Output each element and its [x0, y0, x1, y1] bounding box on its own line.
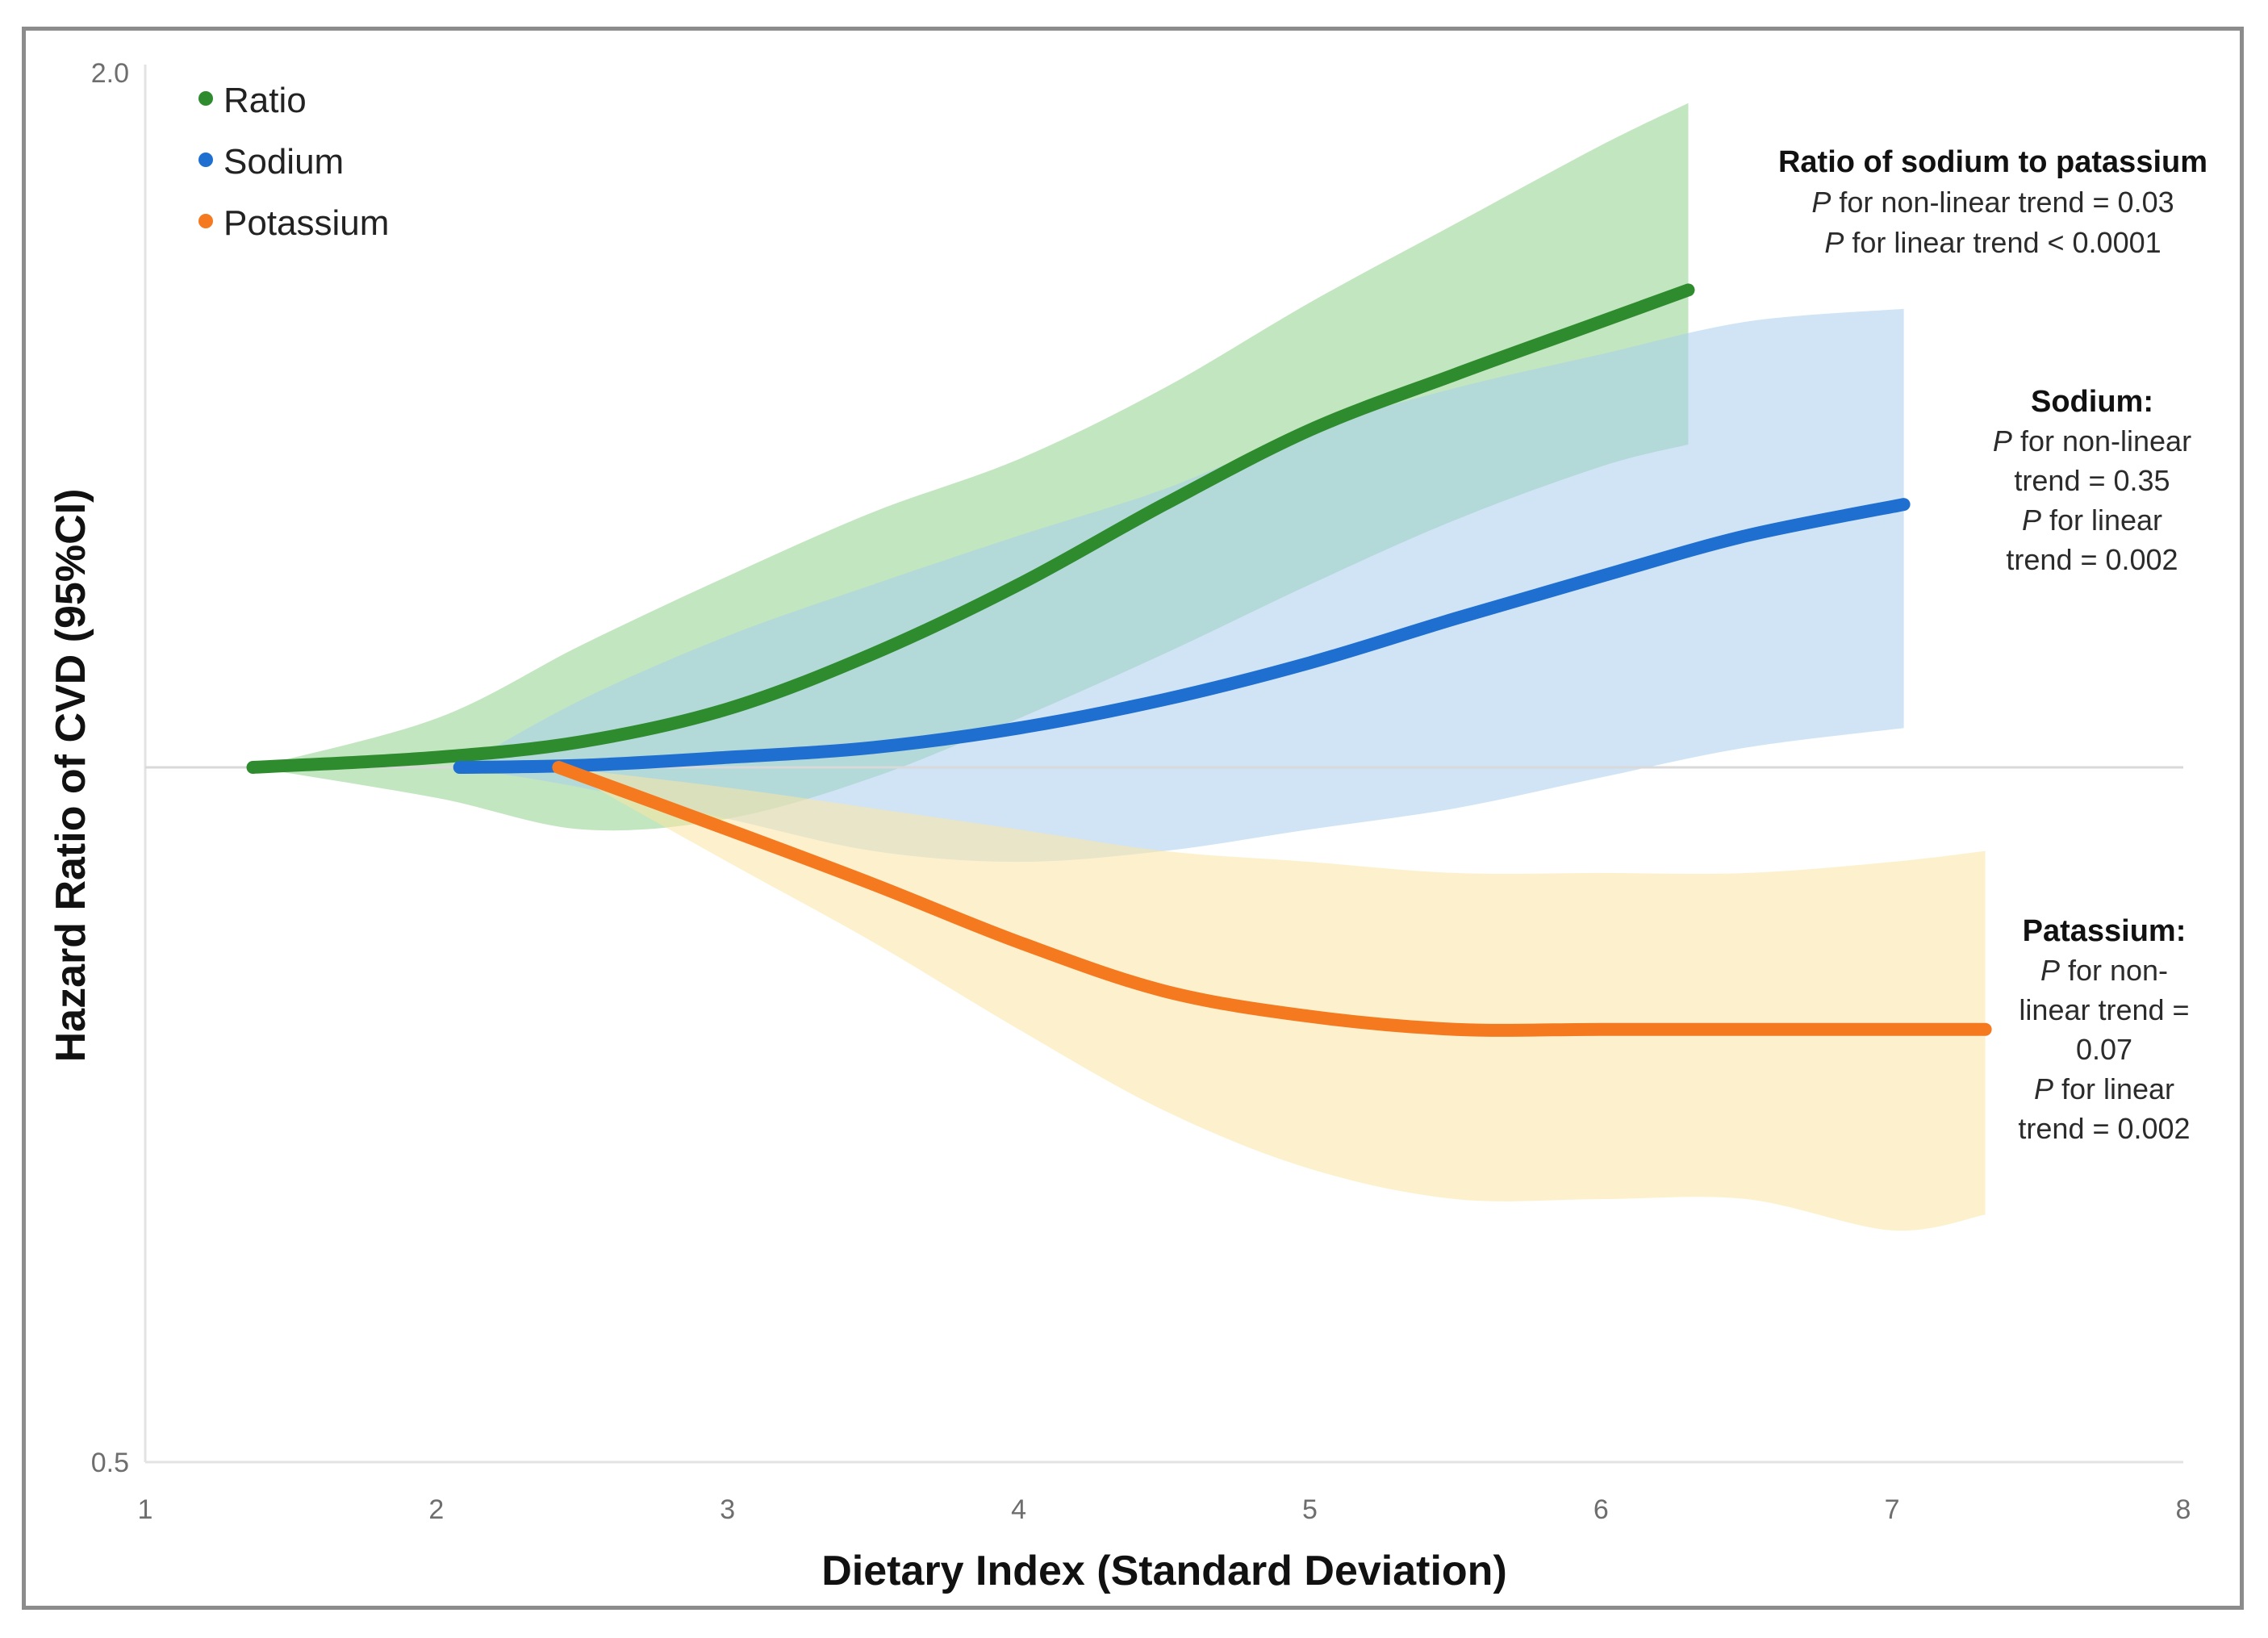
ci-band-sodium: [459, 308, 1904, 863]
annotation-ratio-line: Ratio of sodium to patassium: [1778, 145, 2207, 179]
p-symbol: P: [2022, 504, 2041, 537]
annotation-potassium-line: 0.07: [2076, 1033, 2132, 1066]
legend-label-sodium: Sodium: [223, 142, 344, 182]
x-tick-label: 1: [138, 1494, 153, 1525]
annotation-text: for non-: [2060, 954, 2168, 987]
p-symbol: P: [2034, 1072, 2053, 1105]
annotation-potassium-line: P for non-: [2040, 954, 2168, 987]
x-tick-label: 5: [1302, 1494, 1318, 1525]
annotation-sodium-line: Sodium:: [2031, 385, 2153, 419]
x-axis-title: Dietary Index (Standard Deviation): [821, 1548, 1507, 1594]
annotation-ratio-line: P for linear trend < 0.0001: [1824, 226, 2161, 259]
ci-band-ratio: [253, 102, 1689, 831]
annotation-ratio-line: P for non-linear trend = 0.03: [1811, 186, 2174, 219]
annotation-sodium-line: trend = 0.35: [2014, 464, 2170, 497]
legend-marker-potassium: [198, 214, 213, 228]
p-symbol: P: [1824, 226, 1844, 259]
y-axis-title: Hazard Ratio of CVD (95%CI): [48, 489, 94, 1063]
series-line-sodium: [453, 498, 1911, 774]
legend-marker-sodium: [198, 153, 213, 167]
y-tick-label: 2.0: [91, 58, 129, 89]
annotation-potassium-line: P for linear: [2034, 1072, 2174, 1105]
annotation-text: for non-linear: [2012, 424, 2191, 458]
annotation-sodium-line: P for linear: [2022, 504, 2162, 537]
legend-label-potassium: Potassium: [223, 203, 389, 243]
legend-label-ratio: Ratio: [223, 81, 307, 120]
annotation-text: for linear trend < 0.0001: [1844, 226, 2161, 259]
x-tick-label: 2: [428, 1494, 444, 1525]
legend: Ratio Sodium Potassium: [198, 81, 389, 243]
y-tick-label: 0.5: [91, 1448, 129, 1478]
annotation-sodium-line: trend = 0.002: [2006, 543, 2178, 576]
annotation-text: for linear: [2053, 1072, 2174, 1105]
p-symbol: P: [1993, 424, 2012, 458]
x-tick-label: 7: [1885, 1494, 1900, 1525]
ci-bands: [253, 102, 1986, 1231]
series-lines: [246, 283, 1992, 1037]
annotation-potassium-line: linear trend =: [2019, 993, 2189, 1026]
axis-labels: 1 2 3 4 5 6 7 8 0.5 2.0 Dietary Index (Standard De…: [48, 58, 2191, 1594]
annotation-text: for linear: [2041, 504, 2162, 537]
annotation-potassium-line: Patassium:: [2023, 914, 2187, 948]
p-symbol: P: [1811, 186, 1831, 219]
series-line-ratio: [246, 283, 1695, 774]
annotation-potassium-line: trend = 0.002: [2018, 1112, 2190, 1145]
chart-frame: [22, 27, 2244, 1610]
x-tick-label: 3: [720, 1494, 735, 1525]
legend-marker-ratio: [198, 91, 213, 106]
x-tick-label: 8: [2176, 1494, 2191, 1525]
series-line-potassium: [552, 761, 1992, 1037]
x-tick-label: 4: [1011, 1494, 1026, 1525]
p-symbol: P: [2040, 954, 2060, 987]
annotations: Ratio of sodium to patassium P for non-li…: [1778, 145, 2207, 1145]
ci-band-potassium: [558, 767, 1986, 1231]
x-tick-label: 6: [1593, 1494, 1609, 1525]
annotation-text: for non-linear trend = 0.03: [1831, 186, 2174, 219]
annotation-sodium-line: P for non-linear: [1993, 424, 2191, 458]
